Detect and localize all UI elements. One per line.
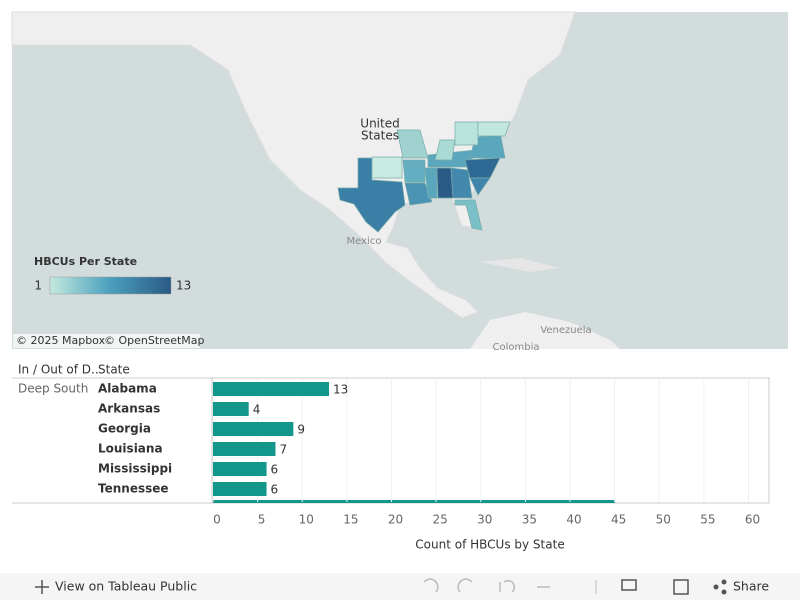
map-label: Venezuela — [540, 325, 591, 336]
legend-title: HBCUs Per State — [34, 255, 137, 268]
x-tick-label: 0 — [213, 513, 221, 527]
x-tick-label: 10 — [299, 513, 314, 527]
map-states — [337, 121, 511, 233]
value-label: 6 — [271, 483, 279, 497]
value-label: 6 — [271, 463, 279, 477]
value-label: 4 — [253, 403, 261, 417]
x-tick-label: 35 — [522, 513, 537, 527]
x-tick-label: 20 — [388, 513, 403, 527]
x-tick-label: 25 — [432, 513, 447, 527]
attribution[interactable]: © 2025 Mapbox — [16, 334, 106, 347]
value-label: 7 — [279, 443, 287, 457]
download-icon[interactable] — [621, 579, 637, 591]
map-island — [480, 258, 560, 272]
pane — [211, 377, 770, 504]
x-tick-label: 15 — [343, 513, 358, 527]
group-label: Deep South — [18, 382, 88, 396]
x-tick-label: 30 — [477, 513, 492, 527]
legend-gradient — [49, 276, 172, 295]
category-label: Mississippi — [98, 462, 172, 476]
view-link[interactable]: View on Tableau Public — [55, 579, 197, 594]
share-icon[interactable] — [713, 579, 727, 595]
category-label: Tennessee — [98, 482, 169, 496]
map-label: United — [360, 117, 399, 131]
map-land — [470, 312, 620, 349]
x-tick-label: 45 — [611, 513, 626, 527]
legend-min: 1 — [34, 279, 42, 293]
row-header: In / Out of D.. — [18, 363, 99, 377]
x-axis-title: Count of HBCUs by State — [415, 538, 564, 552]
x-tick-label: 60 — [745, 513, 760, 527]
map-label: Colombia — [493, 342, 540, 353]
bar — [213, 422, 294, 436]
share-link[interactable]: Share — [733, 579, 769, 594]
category-label: Alabama — [98, 382, 157, 396]
bar — [213, 402, 249, 416]
attribution[interactable]: © OpenStreetMap — [104, 334, 205, 347]
bar — [213, 482, 267, 496]
tableau-icon — [35, 580, 49, 594]
map-label: Mexico — [347, 236, 382, 247]
x-tick-label: 55 — [700, 513, 715, 527]
map-label: States — [361, 129, 399, 143]
category-label: Arkansas — [98, 402, 160, 416]
bar — [213, 442, 276, 456]
toolbar-icons — [423, 578, 550, 593]
category-label: Georgia — [98, 422, 151, 436]
row-header: State — [98, 363, 130, 377]
x-tick-label: 50 — [656, 513, 671, 527]
value-label: 9 — [297, 423, 305, 437]
fullscreen-icon[interactable] — [673, 579, 689, 595]
value-label: 13 — [333, 383, 348, 397]
x-tick-label: 40 — [566, 513, 581, 527]
attribution-bg — [13, 334, 200, 348]
category-label: Louisiana — [98, 442, 163, 456]
legend-max: 13 — [176, 279, 191, 293]
scrollbar[interactable] — [213, 500, 615, 503]
bar — [213, 382, 330, 396]
bar — [213, 462, 267, 476]
toolbar — [0, 573, 800, 600]
x-tick-label: 5 — [258, 513, 266, 527]
